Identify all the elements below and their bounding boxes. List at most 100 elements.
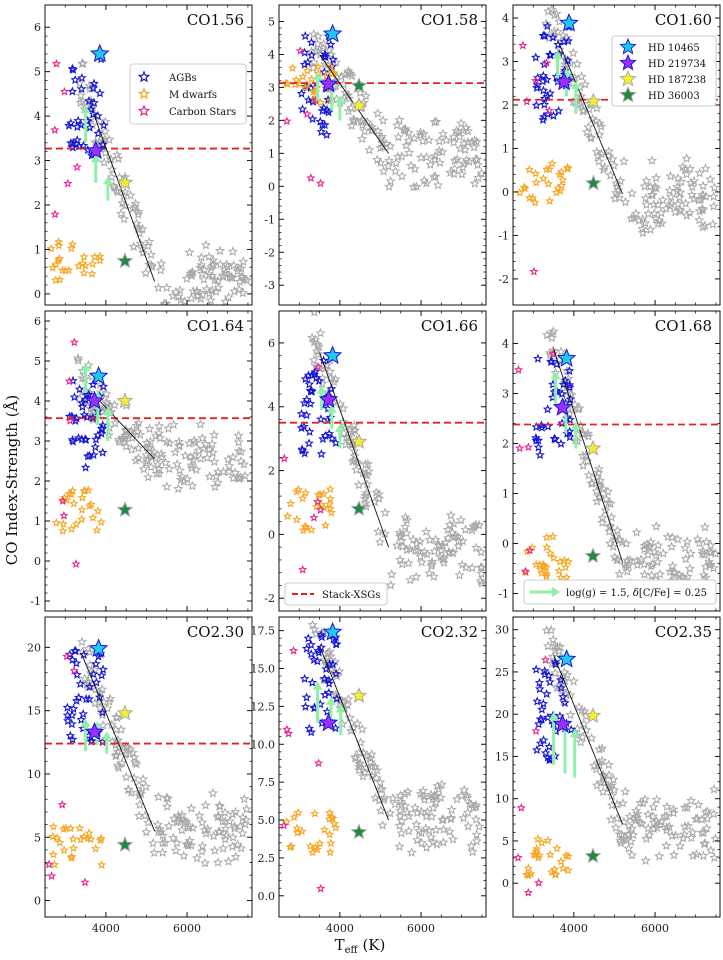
model-star xyxy=(133,206,144,217)
model-star xyxy=(408,534,419,544)
agb-star xyxy=(550,657,561,667)
agb-star xyxy=(301,410,312,420)
agb-star xyxy=(77,72,87,83)
model-star xyxy=(319,58,330,69)
model-star xyxy=(364,144,375,155)
y-tick-label: 2 xyxy=(34,199,41,212)
model-star xyxy=(445,812,456,823)
model-star xyxy=(637,227,649,238)
model-star xyxy=(429,150,440,161)
model-grid-points xyxy=(74,58,252,305)
legend-arrow-frame xyxy=(523,579,717,605)
model-star xyxy=(102,702,113,713)
model-star xyxy=(197,817,208,827)
model-star xyxy=(435,551,446,562)
model-star xyxy=(605,498,616,509)
legend-label-carbon: Carbon Stars xyxy=(169,107,236,118)
carbon-star xyxy=(520,566,530,576)
model-star xyxy=(112,149,123,160)
mdwarf-star xyxy=(555,556,565,566)
model-star xyxy=(554,641,566,651)
model-star xyxy=(598,786,609,797)
model-star xyxy=(209,429,220,440)
model-star xyxy=(408,181,419,192)
model-star xyxy=(636,818,647,828)
model-star xyxy=(404,147,415,158)
model-star xyxy=(306,46,317,56)
model-star xyxy=(186,267,198,278)
mdwarf-star xyxy=(68,834,78,844)
model-star xyxy=(457,162,468,172)
agb-star xyxy=(73,115,83,125)
y-tick-label: 0 xyxy=(502,877,509,890)
model-star xyxy=(641,833,652,844)
hd219734-point xyxy=(318,389,339,409)
mdwarf-star xyxy=(528,193,538,203)
model-star xyxy=(675,187,686,197)
model-star xyxy=(623,843,634,853)
panel-frame xyxy=(278,616,487,918)
y-tick-label: 4 xyxy=(502,338,509,351)
mdwarf-star xyxy=(325,494,335,503)
model-star xyxy=(135,238,146,248)
model-star xyxy=(471,829,482,839)
model-star xyxy=(665,170,676,181)
model-star xyxy=(182,473,193,484)
model-star xyxy=(159,298,170,305)
model-star xyxy=(648,823,659,834)
model-star xyxy=(685,548,696,558)
model-star xyxy=(412,807,423,818)
mdwarf-star xyxy=(95,255,105,265)
mdwarf-star xyxy=(88,512,98,522)
model-star xyxy=(640,217,651,228)
model-star xyxy=(115,208,127,218)
mdwarf-star xyxy=(88,259,98,268)
model-star xyxy=(472,159,483,170)
mdwarf-star xyxy=(542,164,552,174)
model-star xyxy=(561,365,572,376)
y-tick-label: 0 xyxy=(34,555,41,568)
model-star xyxy=(396,171,408,181)
model-star xyxy=(626,188,638,198)
model-star xyxy=(644,829,655,840)
model-star xyxy=(679,829,690,839)
model-star xyxy=(194,810,205,821)
model-star xyxy=(444,519,455,530)
agb-star xyxy=(89,97,99,107)
mdwarf-star xyxy=(542,532,552,542)
hd219734-point xyxy=(84,390,105,410)
model-star xyxy=(630,208,641,218)
model-star xyxy=(233,263,244,273)
model-star xyxy=(72,353,84,363)
model-star xyxy=(209,274,220,285)
agb-star-icon xyxy=(137,70,151,83)
model-star xyxy=(698,850,709,861)
mdwarf-star xyxy=(531,177,541,187)
y-tick-label: 0.0 xyxy=(258,890,276,903)
model-star xyxy=(161,298,172,305)
model-star xyxy=(385,140,396,151)
green-arrow-head xyxy=(569,729,580,738)
model-star xyxy=(359,125,370,136)
panel-co166: -2 0 2 4 6 CO1.66 xyxy=(264,310,487,612)
model-star xyxy=(106,171,117,182)
model-star xyxy=(76,636,87,647)
model-star xyxy=(643,809,654,819)
model-star xyxy=(548,326,559,336)
model-star xyxy=(349,445,360,456)
model-star xyxy=(217,270,228,280)
carbon-star xyxy=(531,726,541,735)
mdwarf-star xyxy=(66,243,76,253)
model-star xyxy=(646,569,657,580)
mdwarf-star xyxy=(48,849,58,859)
model-star xyxy=(124,743,135,754)
model-star xyxy=(704,546,716,557)
model-star xyxy=(419,175,430,185)
legend-label-hd219734: HD 219734 xyxy=(648,59,706,70)
model-star xyxy=(414,825,425,836)
model-star xyxy=(390,166,401,176)
agb-star xyxy=(322,105,332,115)
model-star xyxy=(396,535,407,546)
model-star xyxy=(318,38,329,49)
mdwarf-star xyxy=(92,525,102,535)
